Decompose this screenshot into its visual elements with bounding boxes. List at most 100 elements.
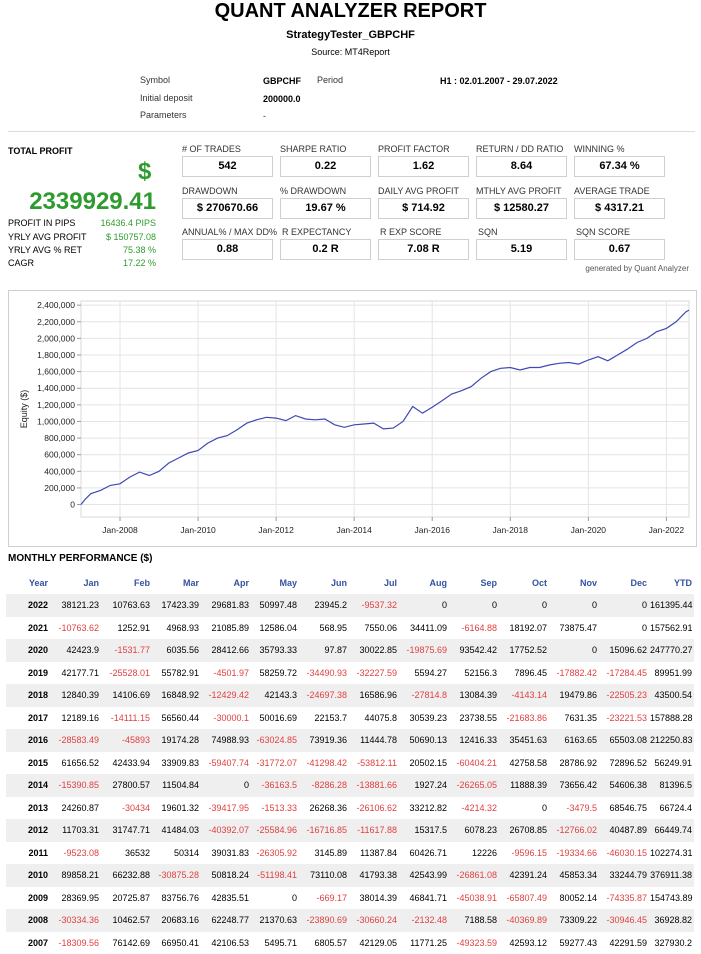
table-cell: 0	[499, 797, 549, 820]
table-cell: 33244.79	[599, 864, 649, 887]
table-cell: 74988.93	[201, 729, 251, 752]
table-cell: 102274.31	[649, 842, 694, 865]
table-cell: -32227.59	[349, 662, 399, 685]
table-cell: -6164.88	[449, 617, 499, 640]
table-cell: -27814.8	[399, 684, 449, 707]
table-cell: -49323.59	[449, 932, 499, 954]
metric-value: $ 270670.66	[182, 198, 273, 219]
year-cell: 2019	[6, 662, 50, 685]
metric-label: ANNUAL% / MAX DD%	[182, 227, 277, 237]
table-cell: 36928.82	[649, 909, 694, 932]
year-cell: 2017	[6, 707, 50, 730]
y-axis-label: Equity ($)	[19, 390, 29, 429]
metric-value: 67.34 %	[574, 156, 665, 177]
y-tick-label: 600,000	[44, 450, 75, 460]
yrly-avg-profit-label: YRLY AVG PROFIT	[8, 232, 87, 242]
metric-label: R EXP SCORE	[380, 227, 441, 237]
metric-value: 8.64	[476, 156, 567, 177]
yrly-avg-ret-value: 75.38 %	[86, 245, 156, 255]
table-cell: -24697.38	[299, 684, 349, 707]
y-tick-label: 2,000,000	[37, 333, 75, 343]
table-cell: 15317.5	[399, 819, 449, 842]
table-cell: 60426.71	[399, 842, 449, 865]
table-cell: 20683.16	[152, 909, 201, 932]
table-cell: 45853.34	[549, 864, 599, 887]
year-cell: 2013	[6, 797, 50, 820]
column-header: Nov	[549, 571, 599, 594]
metric-label: R EXPECTANCY	[282, 227, 351, 237]
table-cell: 43500.54	[649, 684, 694, 707]
table-cell: 59277.43	[549, 932, 599, 954]
table-cell: 20725.87	[101, 887, 152, 910]
profit-in-pips-label: PROFIT IN PIPS	[8, 218, 75, 228]
metric-label: PROFIT FACTOR	[378, 144, 450, 154]
table-cell: 30539.23	[399, 707, 449, 730]
table-cell: 42391.24	[499, 864, 549, 887]
profit-in-pips-value: 16436.4 PIPS	[86, 218, 156, 228]
metric-label: SQN	[478, 227, 498, 237]
symbol-value: GBPCHF	[263, 76, 301, 86]
table-cell: 42177.71	[50, 662, 101, 685]
table-cell: -9596.15	[499, 842, 549, 865]
table-cell: 93542.42	[449, 639, 499, 662]
table-cell: 23738.55	[449, 707, 499, 730]
table-cell: -23221.53	[599, 707, 649, 730]
table-cell: 16586.96	[349, 684, 399, 707]
table-cell: 42543.99	[399, 864, 449, 887]
table-cell: 12416.33	[449, 729, 499, 752]
yrly-avg-ret-label: YRLY AVG % RET	[8, 245, 82, 255]
year-cell: 2016	[6, 729, 50, 752]
metric-label: DAILY AVG PROFIT	[378, 186, 459, 196]
year-cell: 2015	[6, 752, 50, 775]
table-cell: 7188.58	[449, 909, 499, 932]
metric-value: $ 4317.21	[574, 198, 665, 219]
table-cell: 58259.72	[251, 662, 299, 685]
table-cell: -8286.28	[299, 774, 349, 797]
x-tick-label: Jan-2012	[258, 525, 294, 535]
metric-label: AVERAGE TRADE	[574, 186, 650, 196]
params-label: Parameters	[140, 110, 187, 120]
column-header: Jan	[50, 571, 101, 594]
table-cell: 30022.85	[349, 639, 399, 662]
table-cell: 28412.66	[201, 639, 251, 662]
table-cell: 17423.39	[152, 594, 201, 617]
column-header: Aug	[399, 571, 449, 594]
table-cell: 42129.05	[349, 932, 399, 954]
metric-value: 0.67	[574, 239, 665, 260]
table-cell: 6163.65	[549, 729, 599, 752]
plot-area	[81, 301, 689, 517]
column-header: Jul	[349, 571, 399, 594]
table-cell: 42758.58	[499, 752, 549, 775]
y-tick-label: 400,000	[44, 466, 75, 476]
table-cell: 17752.52	[499, 639, 549, 662]
metric-label: SQN SCORE	[576, 227, 630, 237]
metric-label: % DRAWDOWN	[280, 186, 346, 196]
table-cell: -25584.96	[251, 819, 299, 842]
table-cell: -41298.42	[299, 752, 349, 775]
table-cell: 13084.39	[449, 684, 499, 707]
table-cell: 24260.87	[50, 797, 101, 820]
yrly-avg-profit-value: $ 150757.08	[86, 232, 156, 242]
table-cell: 50818.24	[201, 864, 251, 887]
table-cell: -4143.14	[499, 684, 549, 707]
table-cell: 12226	[449, 842, 499, 865]
table-cell: 5495.71	[251, 932, 299, 954]
y-tick-label: 1,400,000	[37, 383, 75, 393]
total-profit-label: TOTAL PROFIT	[8, 146, 73, 156]
params-value: -	[263, 111, 266, 121]
table-cell: -21683.86	[499, 707, 549, 730]
table-cell: -4214.32	[449, 797, 499, 820]
table-cell: 34411.09	[399, 617, 449, 640]
year-cell: 2010	[6, 864, 50, 887]
table-cell: 42106.53	[201, 932, 251, 954]
table-cell: 72896.52	[599, 752, 649, 775]
table-cell: 1252.91	[101, 617, 152, 640]
table-cell: -26106.62	[349, 797, 399, 820]
year-cell: 2018	[6, 684, 50, 707]
y-tick-label: 0	[70, 500, 75, 510]
y-tick-label: 1,800,000	[37, 350, 75, 360]
